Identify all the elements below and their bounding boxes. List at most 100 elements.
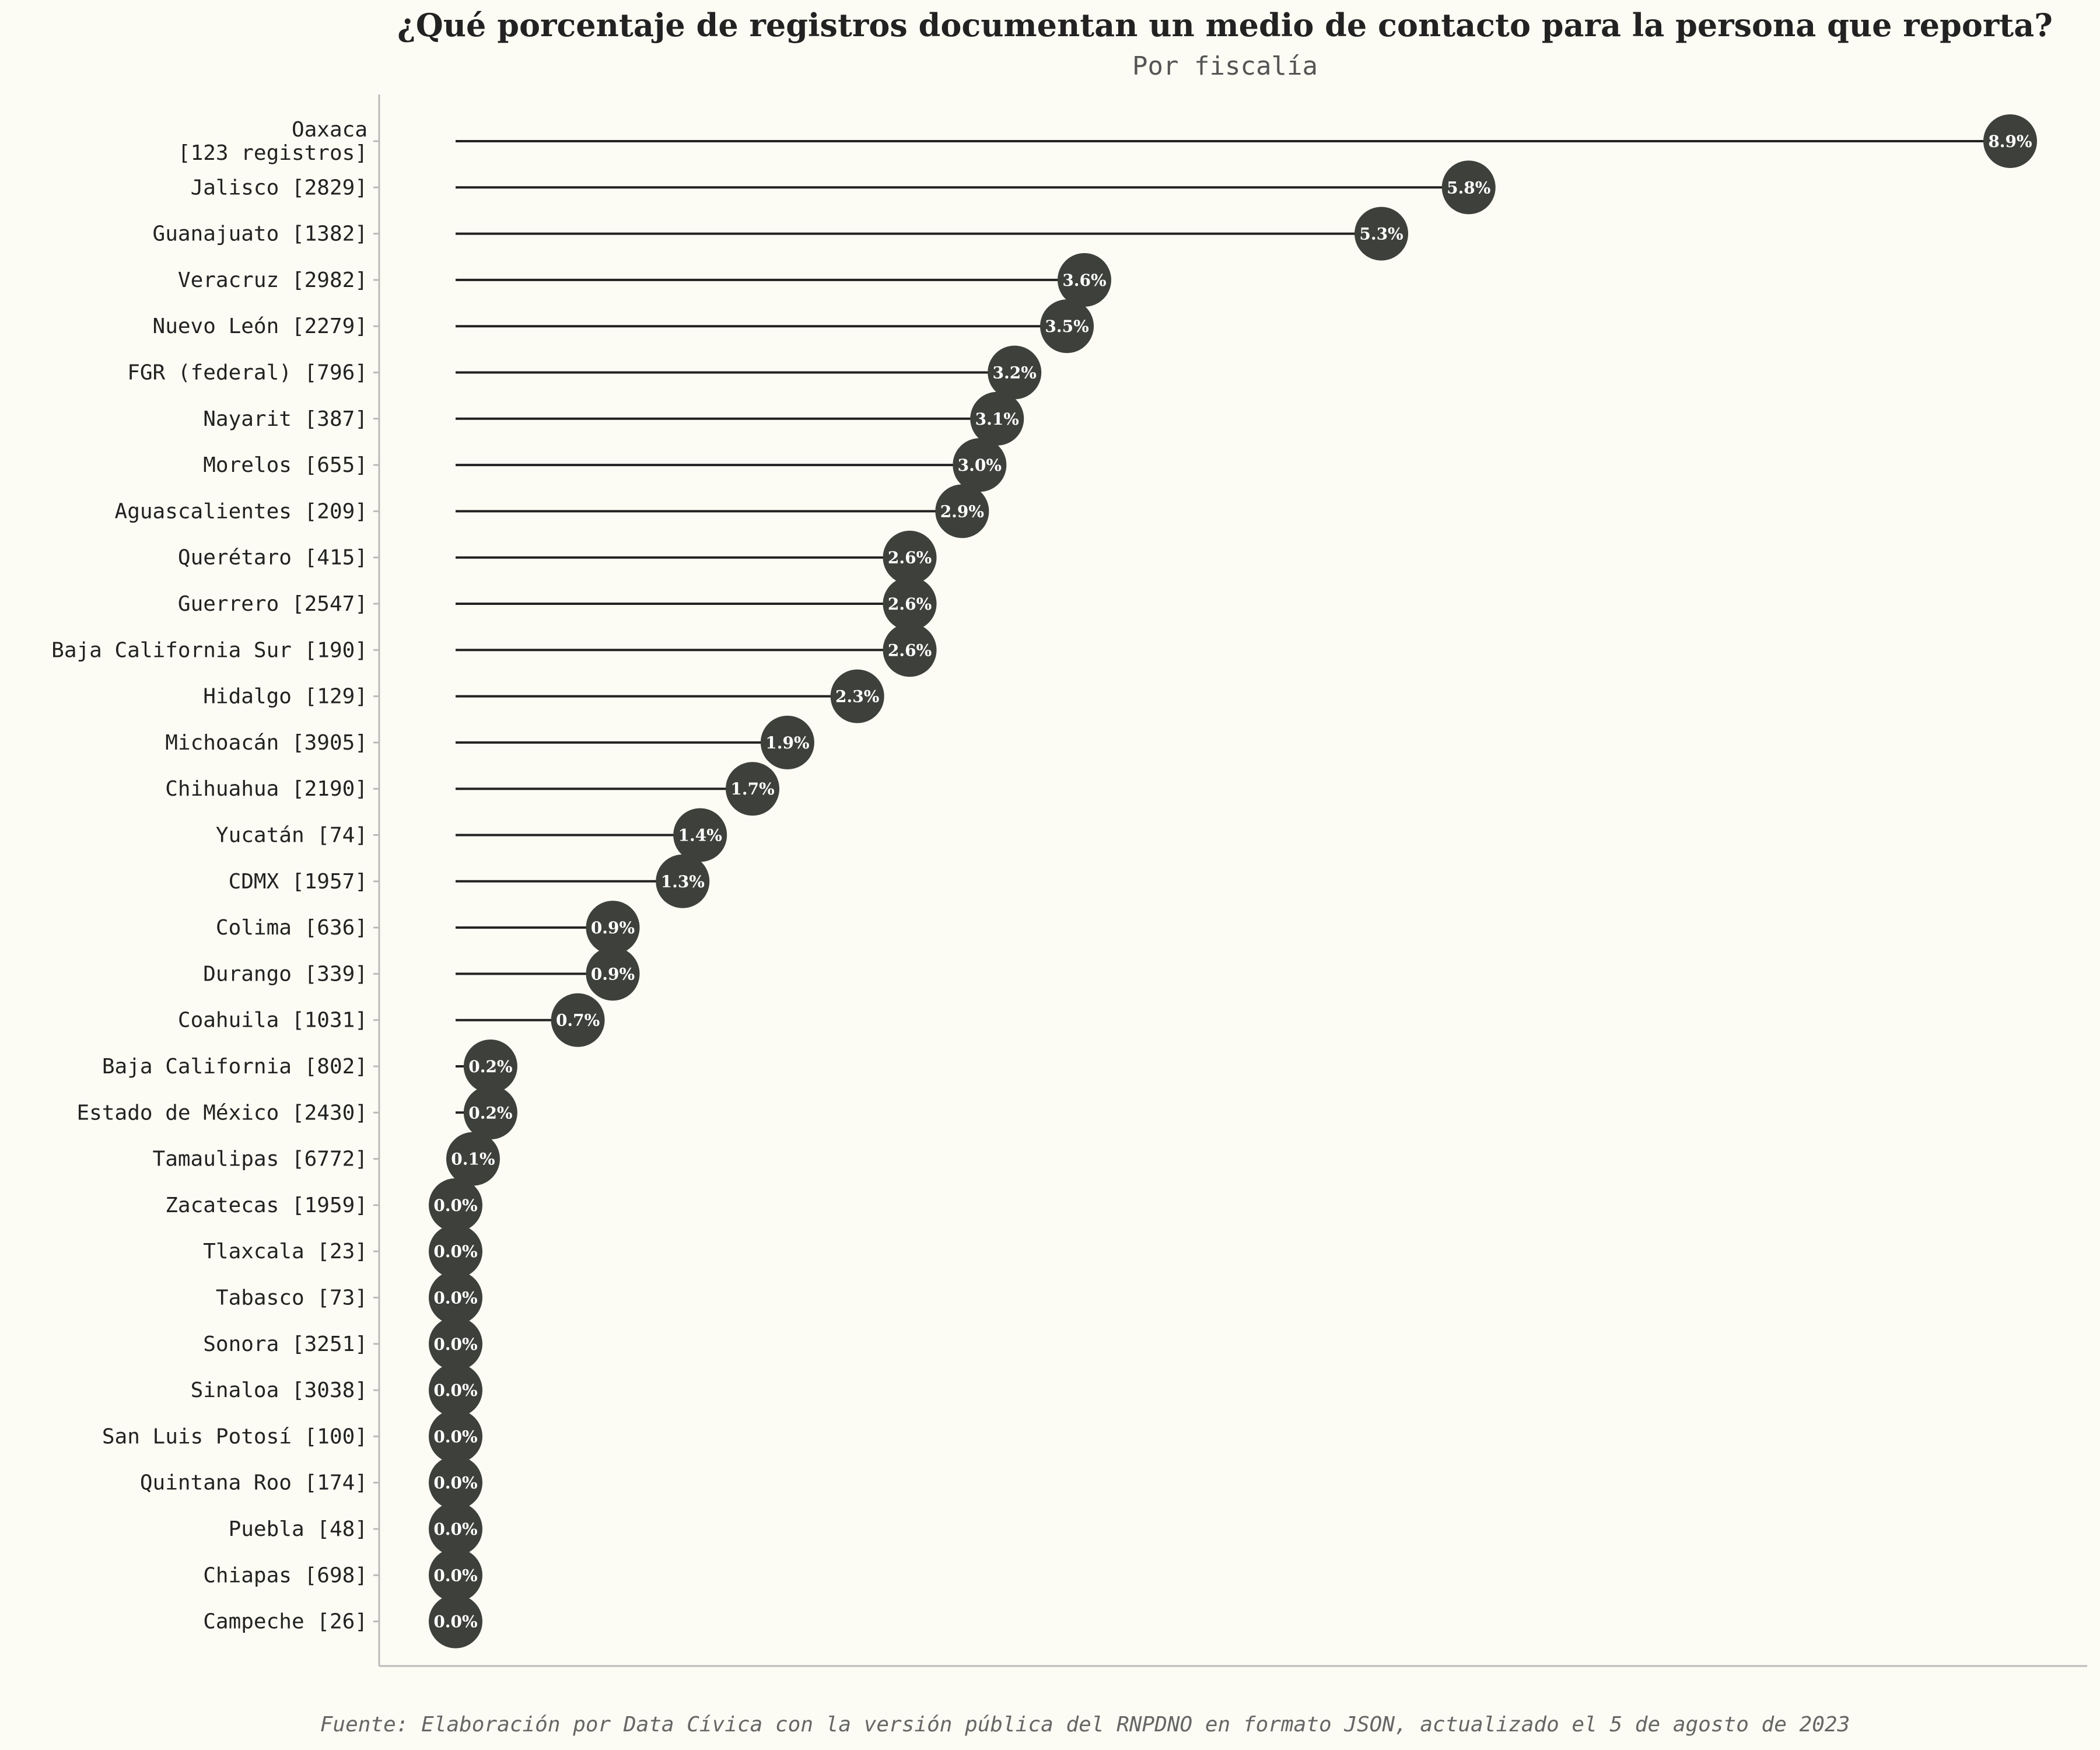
value-label: 2.3% (835, 687, 879, 706)
category-label-line: Tlaxcala [23] (203, 1240, 368, 1264)
value-label: 0.0% (433, 1196, 477, 1215)
value-label: 5.8% (1447, 178, 1490, 197)
lollipop-dot (1354, 206, 1409, 261)
category-label: Puebla [48] (229, 1517, 368, 1541)
category-label-line: Sinaloa [3038] (191, 1378, 368, 1402)
category-label: Campeche [26] (203, 1610, 368, 1634)
chart-subtitle: Por fiscalía (1132, 51, 1318, 81)
chart-marks: Oaxaca [123 registros] 8.9% Jalisco [2829] 5… (51, 114, 2037, 1648)
value-label: 0.1% (451, 1150, 495, 1169)
category-label: Coahuila [1031] (178, 1009, 368, 1032)
value-label: 0.0% (433, 1289, 477, 1308)
category-label: Aguascalientes [209] (115, 499, 368, 523)
value-label: 0.2% (468, 1103, 512, 1122)
value-label: 0.0% (433, 1474, 477, 1493)
category-label-line: Baja California Sur [190] (51, 638, 368, 662)
category-label-line: Guanajuato [1382] (153, 222, 368, 246)
category-label-line: Querétaro [415] (178, 546, 368, 570)
category-label: Estado de México [2430] (77, 1101, 368, 1125)
category-label: Guerrero [2547] (178, 592, 368, 616)
category-label: Colima [636] (216, 916, 368, 940)
value-label: 0.0% (433, 1612, 477, 1632)
category-label: Baja California [802] (102, 1055, 368, 1079)
category-label-line: Baja California [802] (102, 1055, 368, 1079)
value-label: 0.0% (433, 1335, 477, 1354)
value-label: 3.5% (1045, 317, 1088, 336)
lollipop-dot (429, 1363, 482, 1418)
value-label: 1.4% (678, 826, 722, 845)
value-label: 0.0% (433, 1566, 477, 1585)
lollipop-dot (830, 669, 884, 723)
category-label-line: Nuevo León [2279] (153, 314, 368, 338)
lollipop-dot (429, 1317, 482, 1371)
value-label: 3.6% (1062, 271, 1106, 290)
category-label-line: [123 registros] (178, 141, 368, 165)
value-label: 1.3% (661, 872, 705, 891)
category-label: Michoacán [3905] (165, 731, 368, 755)
lollipop-dot (883, 577, 937, 631)
lollipop-dot (1983, 114, 2037, 168)
category-label-line: Guerrero [2547] (178, 592, 368, 616)
category-label: San Luis Potosí [100] (102, 1424, 368, 1448)
value-label: 2.6% (888, 548, 932, 568)
lollipop-dot (429, 1224, 482, 1279)
category-label-line: Durango [339] (203, 962, 368, 986)
lollipop-dot (429, 1548, 482, 1602)
category-label: Guanajuato [1382] (153, 222, 368, 246)
category-label: Baja California Sur [190] (51, 638, 368, 662)
lollipop-dot (586, 901, 640, 955)
category-label: Chiapas [698] (203, 1563, 368, 1587)
lollipop-dot (673, 808, 727, 862)
category-label: Chihuahua [2190] (165, 777, 368, 801)
lollipop-dot (429, 1594, 482, 1648)
category-label-line: Jalisco [2829] (191, 176, 368, 200)
lollipop-dot (1057, 253, 1111, 307)
lollipop-dot (463, 1040, 517, 1093)
value-label: 0.0% (433, 1381, 477, 1400)
lollipop-dot (883, 530, 937, 584)
category-label: Querétaro [415] (178, 546, 368, 570)
chart-caption: Fuente: Elaboración por Data Cívica con … (320, 1713, 1850, 1737)
category-label-line: Campeche [26] (203, 1610, 368, 1634)
category-label: Oaxaca [123 registros] (178, 118, 368, 165)
category-label-line: Quintana Roo [174] (140, 1471, 368, 1495)
chart-title: ¿Qué porcentaje de registros documentan … (397, 6, 2053, 44)
lollipop-dot (988, 345, 1042, 400)
category-label: Veracruz [2982] (178, 268, 368, 292)
value-label: 5.3% (1359, 225, 1403, 244)
category-label-line: Oaxaca (292, 118, 368, 142)
category-label-line: San Luis Potosí [100] (102, 1424, 368, 1448)
lollipop-dot (760, 715, 814, 769)
lollipop-dot (935, 484, 989, 538)
category-label: Zacatecas [1959] (165, 1194, 368, 1217)
category-label-line: Tabasco [73] (216, 1286, 368, 1310)
category-label-line: Chiapas [698] (203, 1563, 368, 1587)
value-label: 1.7% (730, 779, 774, 799)
category-label-line: Nayarit [387] (203, 407, 368, 431)
category-label: Tlaxcala [23] (203, 1240, 368, 1264)
category-label-line: Veracruz [2982] (178, 268, 368, 292)
category-label: Sonora [3251] (203, 1332, 368, 1356)
category-label: Nuevo León [2279] (153, 314, 368, 338)
category-label-line: Hidalgo [129] (203, 685, 368, 709)
lollipop-dot (463, 1086, 517, 1140)
lollipop-dot (429, 1455, 482, 1510)
category-label-line: FGR (federal) [796] (127, 361, 368, 385)
category-label-line: Michoacán [3905] (165, 731, 368, 755)
value-label: 8.9% (1988, 132, 2032, 151)
value-label: 0.0% (433, 1427, 477, 1446)
lollipop-dot (1441, 160, 1496, 215)
lollipop-dot (446, 1132, 500, 1186)
value-label: 2.6% (888, 594, 932, 614)
value-label: 0.0% (433, 1242, 477, 1261)
category-label: Nayarit [387] (203, 407, 368, 431)
value-label: 3.2% (993, 363, 1037, 383)
category-label: Jalisco [2829] (191, 176, 368, 200)
value-label: 2.6% (888, 640, 932, 660)
category-label-line: Morelos [655] (203, 453, 368, 477)
lollipop-dot (429, 1270, 482, 1325)
category-label: Durango [339] (203, 962, 368, 986)
category-label-line: Tamaulipas [6772] (153, 1147, 368, 1171)
lollipop-dot (726, 762, 780, 816)
